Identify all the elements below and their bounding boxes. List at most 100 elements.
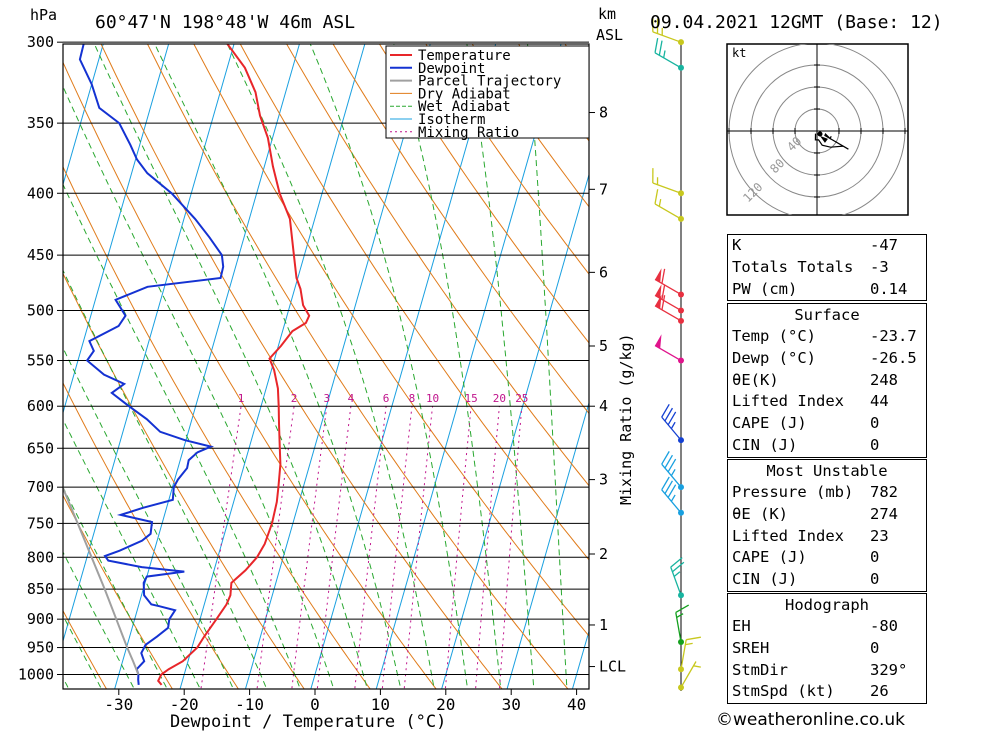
legend-entry: Mixing Ratio: [418, 125, 519, 141]
dry-adiabat-line: [63, 165, 371, 689]
mixing-ratio-label: 2: [291, 392, 298, 405]
wind-barb: [654, 268, 684, 298]
mu-thetae-label: θE (K): [732, 504, 788, 523]
wet-adiabat-line: [63, 676, 70, 689]
p-tick-label: 600: [27, 397, 54, 415]
most-unstable-table: Most Unstable Pressure (mb) 782 θE (K) 274…: [727, 459, 927, 592]
barb-feather: [654, 189, 659, 205]
background-lines: [0, 42, 589, 705]
mu-li-value: 23: [870, 526, 889, 545]
wind-barb: [654, 189, 684, 222]
surface-thetae-value: 248: [870, 370, 898, 389]
barb-feather: [661, 451, 670, 465]
surface-dewp-value: -26.5: [870, 348, 917, 367]
barb-half-feather: [693, 665, 701, 668]
p-tick-label: 950: [27, 639, 54, 657]
barb-half-feather: [673, 571, 681, 577]
mixing-ratio-label: 8: [409, 392, 416, 405]
x-tick-label: -30: [104, 695, 133, 714]
wet-adiabat-line: [63, 269, 268, 689]
km-tick-label: 1: [599, 616, 608, 634]
stmspd-value: 26: [870, 682, 889, 701]
dewpoint-line: [78, 44, 225, 685]
hodograph-trace: [814, 133, 849, 150]
eh-label: EH: [732, 617, 751, 635]
barb-half-feather: [685, 642, 693, 646]
wet-adiabat-line: [93, 44, 368, 689]
km-tick-label: 3: [599, 471, 608, 489]
surface-dewp-label: Dewp (°C): [732, 348, 816, 367]
wind-barb: [670, 557, 685, 599]
barb-feather: [664, 454, 674, 469]
surface-temp-value: -23.7: [870, 327, 917, 345]
barb-feather: [686, 636, 701, 641]
mu-title: Most Unstable: [766, 462, 888, 480]
barb-feather: [654, 38, 659, 53]
mu-cin-value: 0: [870, 570, 880, 589]
km-tick-label: 7: [599, 180, 608, 198]
wet-adiabat-line: [63, 183, 301, 689]
mixing-ratio-label: 1: [238, 392, 245, 405]
barb-half-feather: [670, 421, 676, 429]
parcel-trajectory-line: [63, 486, 140, 675]
barb-staff: [675, 612, 682, 643]
hodo-title: Hodograph: [785, 596, 869, 614]
mixing-ratio-line: [498, 406, 523, 689]
barb-feather: [664, 480, 674, 494]
x-tick-label: 40: [567, 695, 586, 714]
mixing-ratio-labels: 1 2 3 4 6 8 10 15 20 25: [238, 392, 529, 405]
wind-barb: [661, 451, 684, 491]
barb-half-feather: [670, 494, 676, 502]
tt-value: -3: [870, 257, 889, 276]
barb-feather: [661, 284, 666, 300]
surface-table: Surface Temp (°C) -23.7 Dewp (°C) -26.5 θE…: [727, 303, 927, 458]
barb-feather: [675, 604, 690, 614]
legend-entry: Dewpoint: [418, 61, 485, 77]
barb-staff: [654, 344, 682, 362]
dry-adiabat-line: [193, 44, 589, 637]
legend-box: [385, 45, 590, 139]
p-tick-label: 800: [27, 548, 54, 566]
temperature-line: [157, 44, 311, 686]
surface-li-value: 44: [870, 392, 889, 411]
mu-cin-label: CIN (J): [732, 570, 798, 589]
barb-feather: [661, 295, 666, 310]
p-tick-label: 450: [27, 246, 54, 264]
barb-half-feather: [676, 613, 684, 618]
isotherm-line: [441, 172, 589, 689]
p-tick-label: 900: [27, 610, 54, 628]
p-tick-label: 700: [27, 478, 54, 496]
mixing-ratio-label: 20: [493, 392, 506, 405]
k-label: K: [732, 236, 742, 254]
wind-barb: [652, 17, 684, 46]
km-tick-label: 6: [599, 263, 608, 281]
surface-cin-label: CIN (J): [732, 435, 798, 454]
mixing-ratio-line: [316, 406, 352, 689]
credit-link[interactable]: ©weatheronline.co.uk: [716, 710, 906, 730]
mu-thetae-value: 274: [870, 504, 898, 523]
barb-feather: [658, 40, 663, 56]
barb-feather: [672, 561, 685, 573]
x-tick-label: 20: [436, 695, 455, 714]
wet-adiabat-line: [63, 614, 103, 689]
pw-label: PW (cm): [732, 279, 798, 298]
x-tick-label: -20: [170, 695, 199, 714]
dry-adiabat-line: [378, 44, 589, 344]
p-tick-label: 500: [27, 301, 54, 319]
barb-staff: [670, 566, 682, 596]
dry-adiabat-line: [425, 44, 589, 275]
km-tick-label: 2: [599, 545, 608, 563]
barb-feather: [661, 476, 670, 491]
barb-feather: [667, 411, 677, 426]
wet-adiabat-line: [0, 42, 45, 705]
stmspd-label: StmSpd (kt): [732, 682, 835, 701]
mixing-ratio-line: [403, 406, 434, 689]
barb-pennant: [655, 268, 662, 283]
dry-adiabat-line: [332, 44, 589, 415]
pw-value: 0.14: [870, 279, 908, 298]
dry-adiabat-line: [63, 609, 108, 689]
wind-barb: [661, 476, 684, 516]
barb-pennant: [655, 334, 662, 349]
surface-temp-label: Temp (°C): [732, 327, 816, 345]
wind-barb: [661, 403, 684, 444]
